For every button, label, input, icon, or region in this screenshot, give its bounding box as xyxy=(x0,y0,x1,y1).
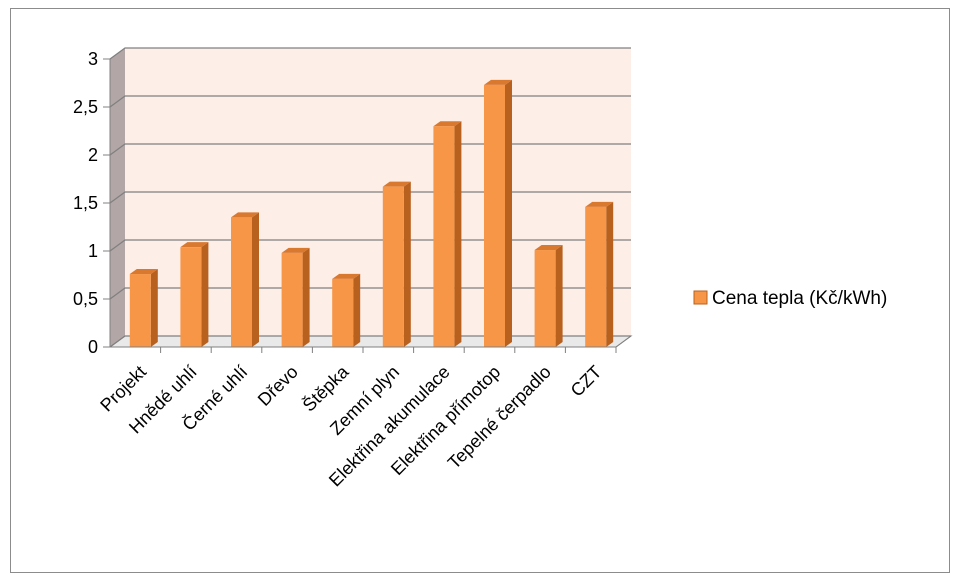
bar-front xyxy=(180,247,202,347)
bar xyxy=(585,201,614,347)
gridline xyxy=(109,191,631,204)
y-axis: 0 0,5 1 1,5 2 2,5 3 xyxy=(73,49,111,357)
y-tick-label: 1,5 xyxy=(73,193,98,213)
y-tick-label: 0,5 xyxy=(73,289,98,309)
bar xyxy=(484,79,512,348)
bar-top xyxy=(180,242,209,248)
legend-swatch xyxy=(693,290,708,305)
gridline xyxy=(109,143,631,156)
bar xyxy=(129,269,158,347)
gridline xyxy=(109,239,631,252)
bar-front xyxy=(534,250,556,347)
bar-side xyxy=(606,201,614,347)
y-tick-label: 3 xyxy=(88,49,98,69)
bar-front xyxy=(433,126,455,347)
bar xyxy=(180,242,209,347)
bar-top xyxy=(585,201,614,207)
bar-front xyxy=(129,274,151,347)
gridlines xyxy=(109,47,631,348)
y-tick-label: 2,5 xyxy=(73,97,98,117)
bar-top xyxy=(484,79,512,85)
bar xyxy=(332,273,361,347)
bars xyxy=(129,79,614,348)
legend: Cena tepla (Kč/kWh) xyxy=(693,288,887,309)
bar-top xyxy=(332,273,361,279)
x-tick-label: CZT xyxy=(567,362,606,401)
bar xyxy=(231,212,259,347)
floor-edge xyxy=(615,335,632,348)
bar-side xyxy=(201,242,209,347)
bar-top xyxy=(231,212,259,218)
bar-front xyxy=(231,217,252,347)
gridline xyxy=(109,47,631,60)
y-tick-label: 2 xyxy=(88,145,98,165)
y-tick-label: 1 xyxy=(88,241,98,261)
bar-top xyxy=(433,121,462,127)
legend-label: Cena tepla (Kč/kWh) xyxy=(712,288,887,309)
bar-side xyxy=(403,181,411,347)
bar-side xyxy=(252,212,259,347)
bar-top xyxy=(382,181,411,187)
gridline xyxy=(109,95,631,108)
gridline xyxy=(109,335,631,348)
bar-front xyxy=(484,84,505,348)
bar-side xyxy=(454,121,462,347)
gridline xyxy=(109,287,631,300)
bar-side xyxy=(505,79,512,348)
bar-side xyxy=(353,273,361,347)
bar-top xyxy=(281,247,310,253)
bar-side xyxy=(150,269,158,347)
bar xyxy=(534,245,563,347)
bar-side xyxy=(555,245,563,347)
bar-side xyxy=(302,247,310,347)
bar-front xyxy=(585,206,607,347)
bar xyxy=(281,247,310,347)
bar-front xyxy=(332,278,354,347)
x-tick-label: Dřevo xyxy=(254,362,302,410)
bar xyxy=(382,181,411,347)
bar-top xyxy=(129,269,158,275)
bar-front xyxy=(382,186,404,347)
bar-front xyxy=(281,252,303,347)
bar xyxy=(433,121,462,347)
bar-top xyxy=(534,245,563,251)
y-tick-label: 0 xyxy=(88,337,98,357)
